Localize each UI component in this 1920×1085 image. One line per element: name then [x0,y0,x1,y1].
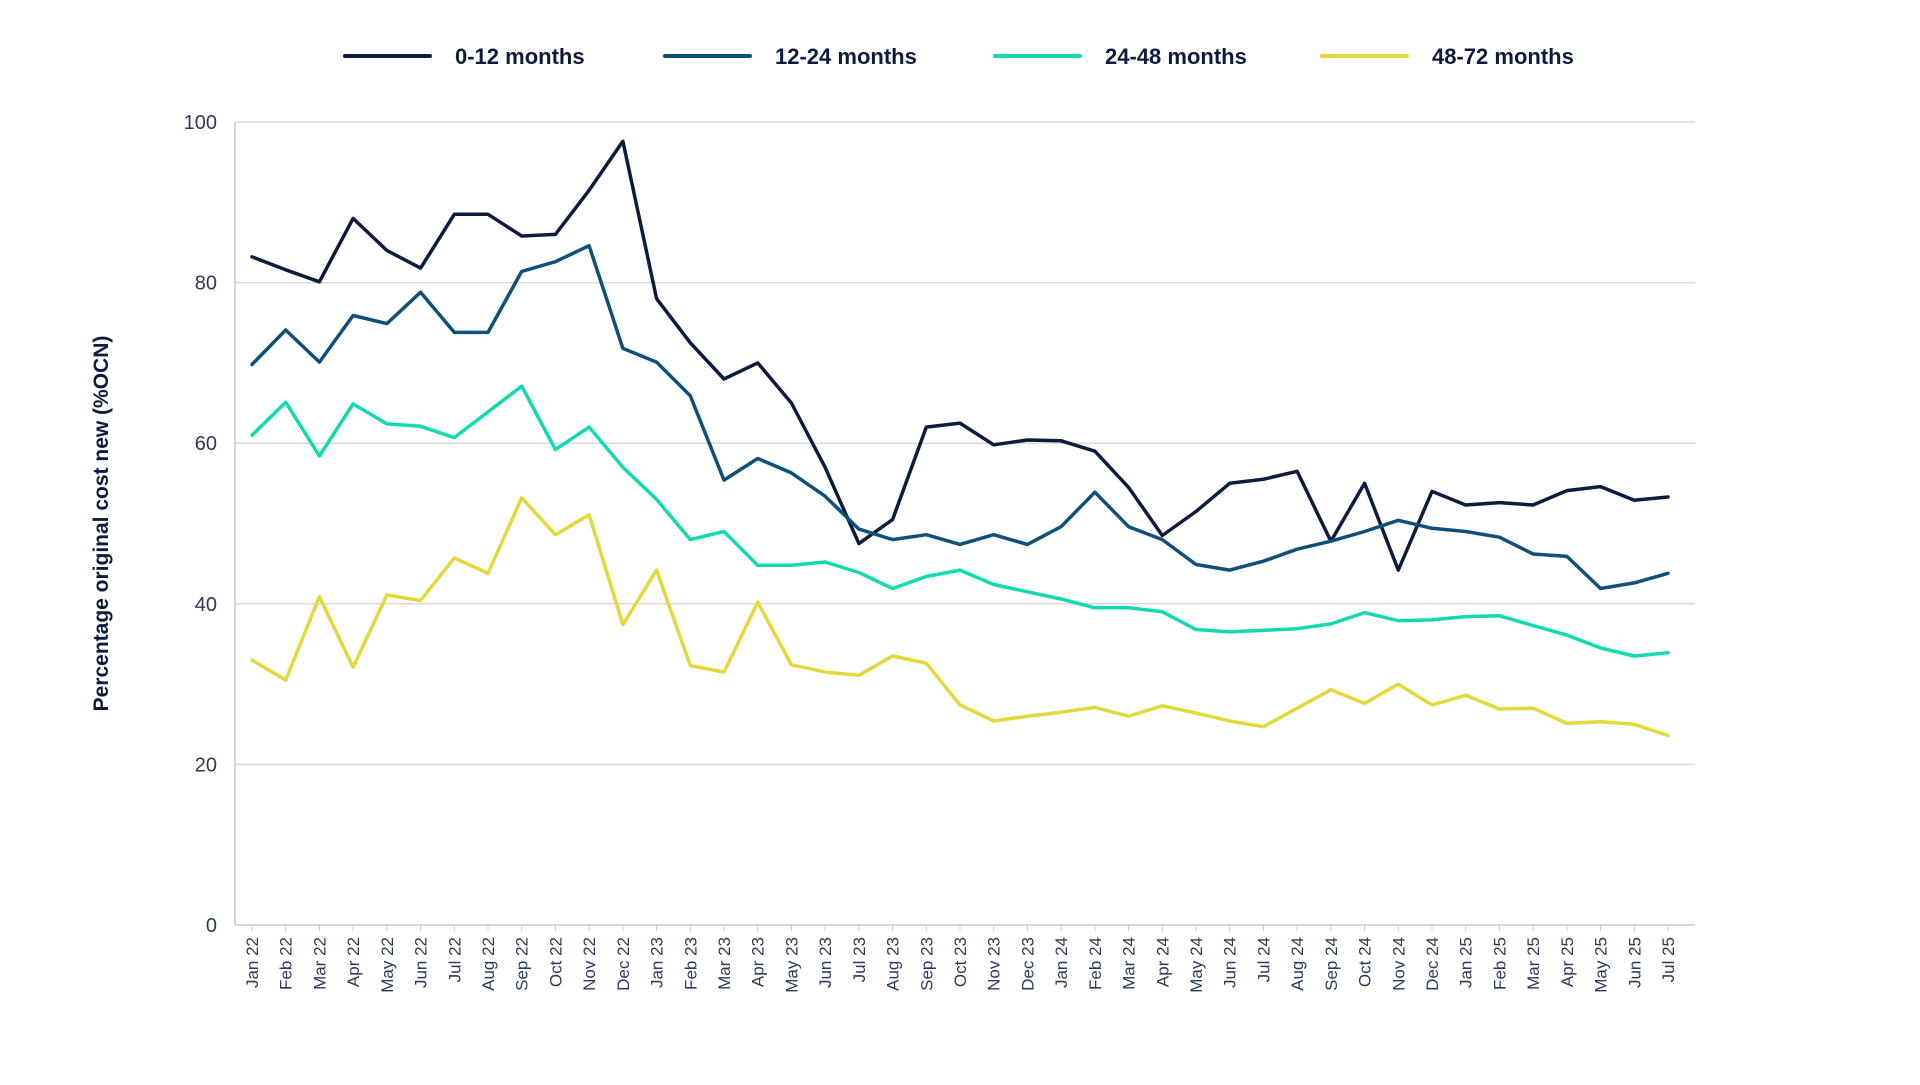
x-tick-label: May 23 [782,937,801,993]
x-tick-label: Nov 23 [985,937,1004,991]
x-tick-label: Mar 25 [1524,937,1543,990]
series-line-24-48-months [250,384,1670,658]
y-tick-label: 80 [195,273,217,295]
x-tick-label: Apr 23 [749,937,768,987]
x-tick-label: Aug 24 [1288,937,1307,991]
legend: 0-12 months 12-24 months 24-48 months 48-72… [343,44,1574,69]
x-tick-label: Jul 24 [1254,937,1273,982]
series-line-48-72-months [250,496,1670,738]
legend-item: 12-24 months [663,44,917,69]
x-tick-label: Feb 25 [1490,937,1509,990]
x-tick-label: Apr 25 [1558,937,1577,987]
x-tick-label: Apr 24 [1153,937,1172,987]
legend-item: 24-48 months [993,44,1247,69]
x-tick-label: Mar 22 [310,937,329,990]
x-tick-label: Sep 23 [917,937,936,991]
y-tick-label: 100 [184,112,217,134]
x-tick-label: Dec 23 [1018,937,1037,991]
series-line-12-24-months [250,243,1670,591]
legend-label: 24-48 months [1105,44,1247,69]
legend-label: 48-72 months [1432,44,1574,69]
axes: 0 20 40 60 80 100 Jan 22 Feb 22 Mar 22 Apr 22 May … [184,112,1695,993]
x-tick-label: Sep 24 [1322,937,1341,991]
y-axis-title: Percentage original cost new (%OCN) [90,336,113,712]
x-tick-label: May 22 [378,937,397,993]
x-tick-label: Jan 24 [1052,937,1071,988]
x-tick-label: May 25 [1592,937,1611,993]
x-tick-label: Jan 22 [243,937,262,988]
legend-label: 12-24 months [775,44,917,69]
x-tick-label: Oct 23 [951,937,970,987]
series-line-0-12-months [250,139,1670,572]
x-tick-label: Nov 22 [580,937,599,991]
x-tick-label: Jun 22 [412,937,431,988]
x-tick-label: May 24 [1187,937,1206,993]
x-tick-label: Jun 23 [816,937,835,988]
y-tick-label: 0 [206,915,217,937]
series-lines [250,139,1670,738]
legend-label: 0-12 months [455,44,585,69]
y-tick-label: 60 [195,433,217,455]
x-tick-label: Jul 25 [1659,937,1678,982]
x-tick-label: Jun 25 [1625,937,1644,988]
legend-item: 0-12 months [343,44,585,69]
gridlines [235,121,1695,766]
x-tick-label: Dec 24 [1423,937,1442,991]
x-tick-label: Feb 22 [277,937,296,990]
y-tick-label: 20 [195,754,217,776]
x-tick-label: Oct 22 [546,937,565,987]
x-tick-label: Apr 22 [344,937,363,987]
x-tick-label: Mar 24 [1120,937,1139,990]
x-tick-label: Feb 23 [681,937,700,990]
x-tick-label: Jan 23 [648,937,667,988]
x-tick-label: Mar 23 [715,937,734,990]
x-tick-label: Aug 22 [479,937,498,991]
x-tick-label: Jul 22 [445,937,464,982]
x-tick-label: Oct 24 [1356,937,1375,987]
y-tick-label: 40 [195,594,217,616]
x-tick-label: Jun 24 [1221,937,1240,988]
x-tick-label: Feb 24 [1086,937,1105,990]
x-tick-label: Sep 22 [513,937,532,991]
x-tick-label: Nov 24 [1389,937,1408,991]
x-tick-label: Jul 23 [850,937,869,982]
legend-item: 48-72 months [1320,44,1574,69]
x-tick-label: Aug 23 [884,937,903,991]
x-tick-label: Jan 25 [1457,937,1476,988]
x-tick-label: Dec 22 [614,937,633,991]
